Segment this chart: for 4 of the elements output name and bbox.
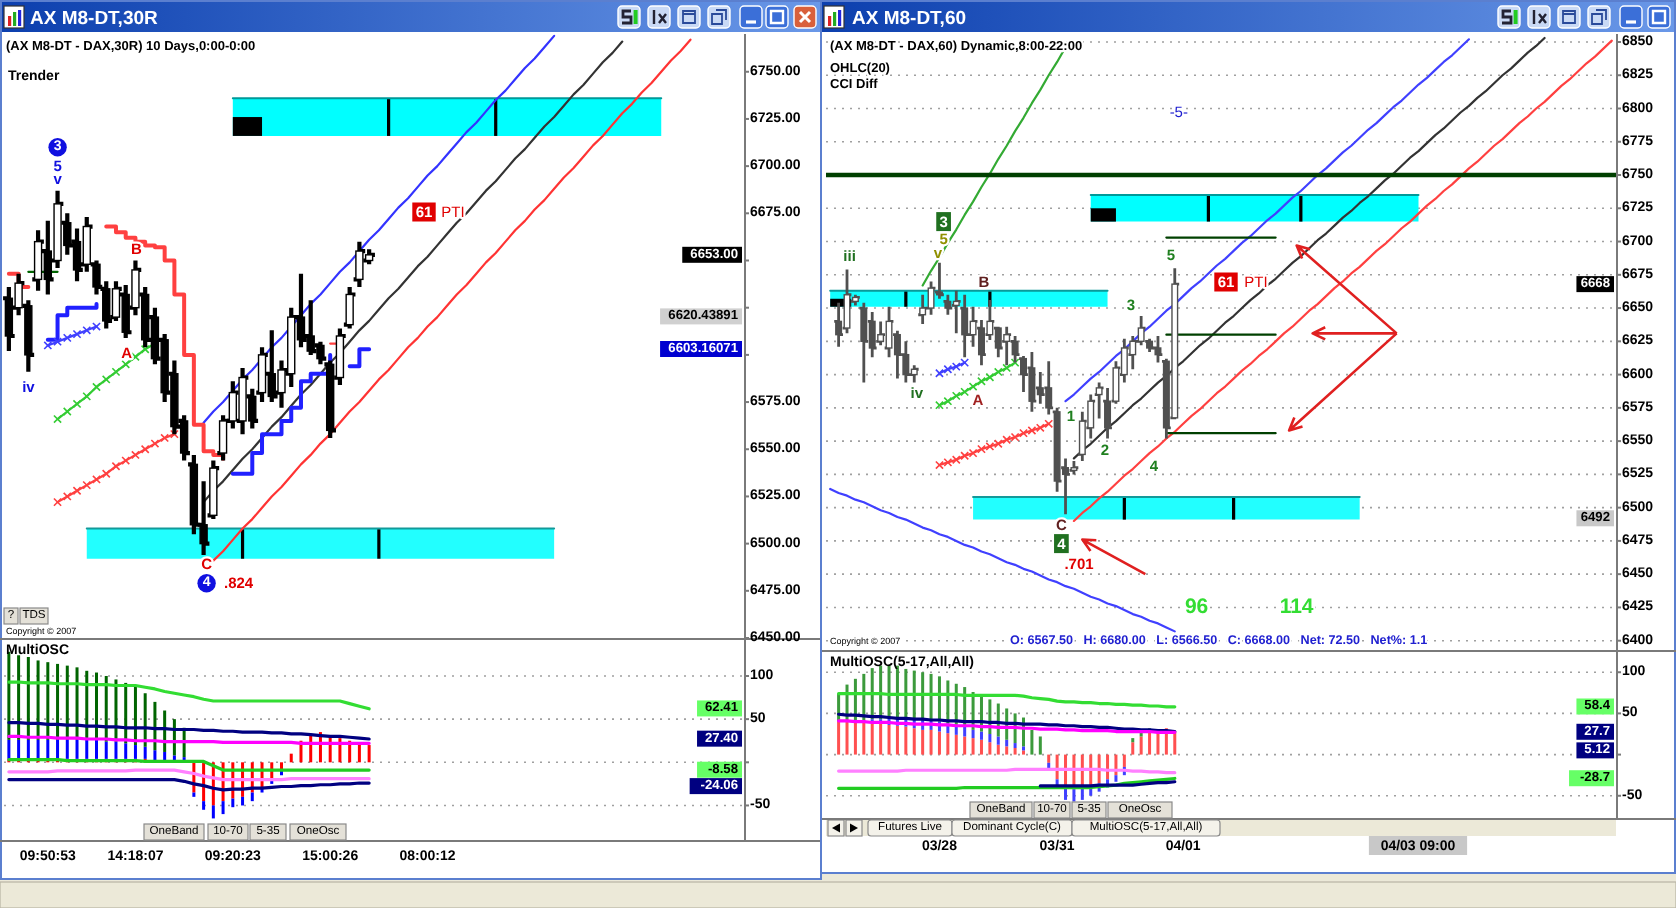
chart-title: AX M8-DT,30R xyxy=(30,8,159,30)
annotation: 114 xyxy=(1279,595,1314,620)
chart-title: AX M8-DT,60 xyxy=(852,8,967,30)
annotation: 96 xyxy=(1184,595,1209,620)
